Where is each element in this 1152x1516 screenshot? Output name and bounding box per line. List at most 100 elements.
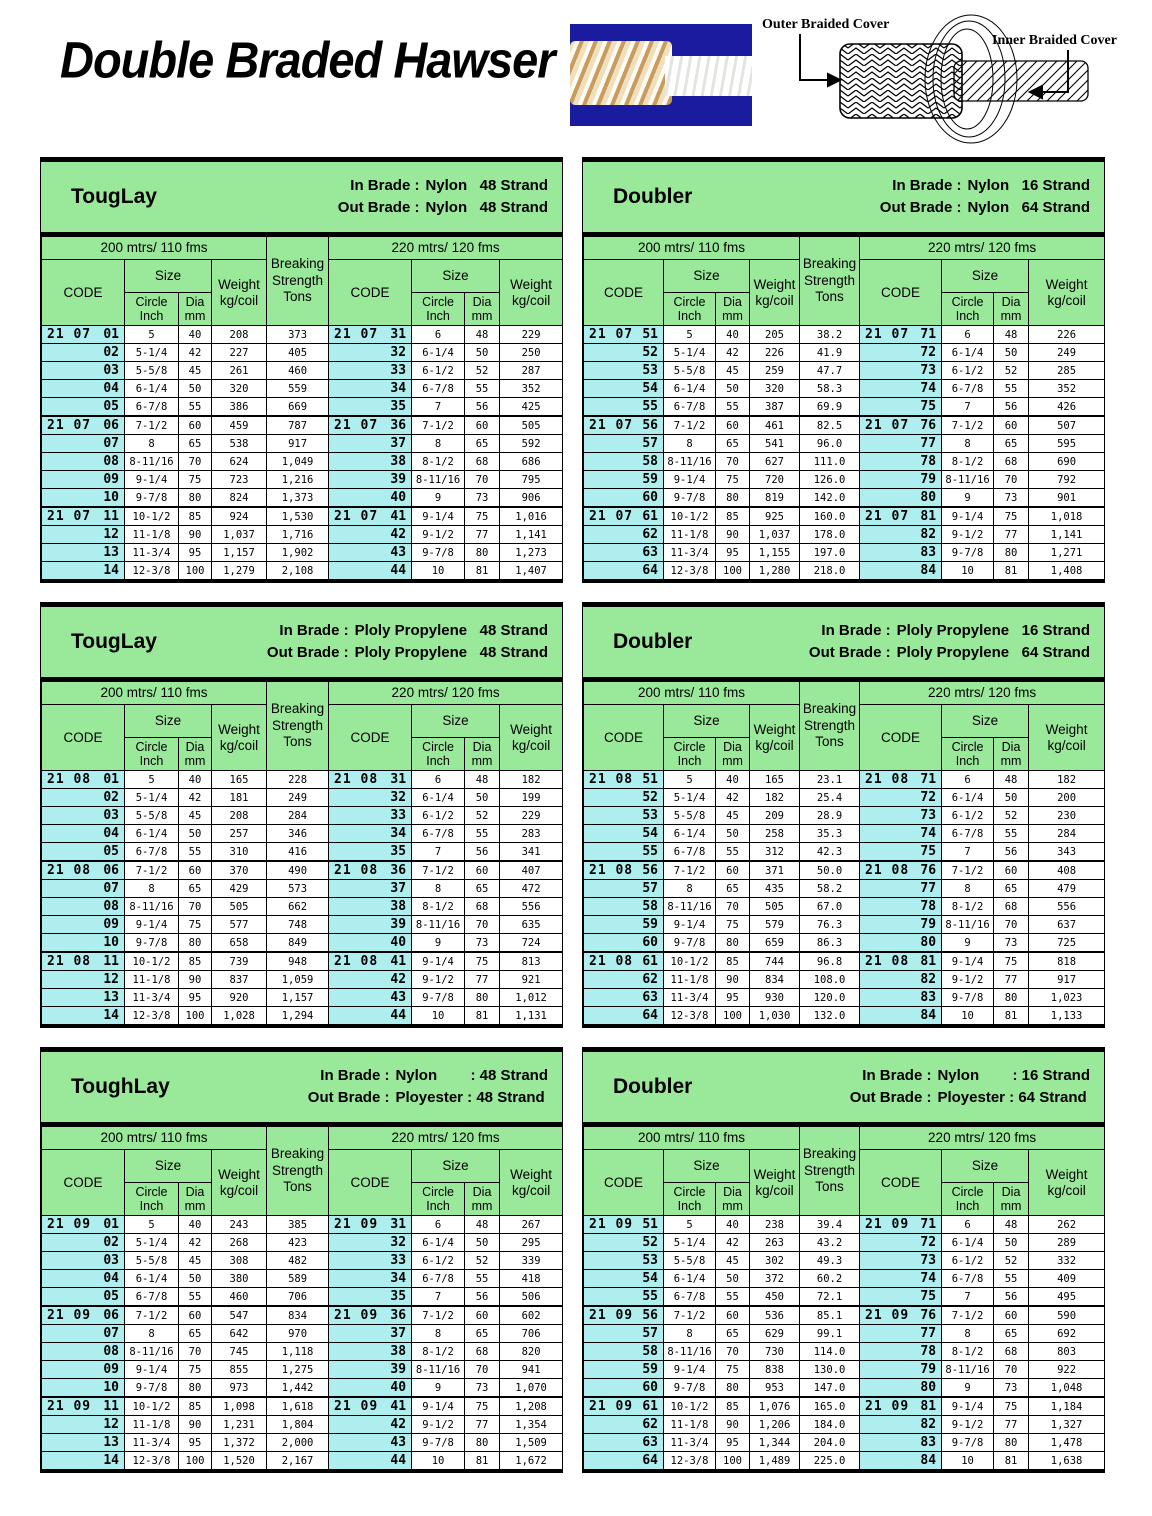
- in-brade-label: In Brade :: [279, 622, 349, 640]
- code-suffix: 63: [642, 990, 658, 1005]
- code-suffix: 10: [103, 1380, 119, 1395]
- weight-cell: 1,016: [499, 506, 564, 526]
- code-cell: 07: [41, 879, 125, 898]
- code-cell: 21 07 06: [41, 415, 125, 435]
- code-suffix: 80: [920, 1380, 937, 1395]
- dia-mm-cell: 52: [464, 1251, 501, 1270]
- dia-mm-cell: 95: [178, 543, 212, 562]
- weight-cell: 339: [499, 1251, 564, 1270]
- dia-mm-cell: 68: [464, 897, 501, 916]
- code-cell: 43: [328, 988, 413, 1007]
- out-brade-line: Out Brade : Ploly Propylene 48 Strand: [261, 642, 548, 664]
- circle-inch-cell: 9-1/2: [941, 525, 995, 544]
- weight-cell: 1,037: [210, 525, 268, 544]
- code-suffix: 05: [103, 844, 119, 859]
- table-row: 13 11-3/4 95 920 1,157 43 9-7/8 80 1,012: [41, 988, 564, 1007]
- dia-mm-cell: 68: [993, 1342, 1030, 1361]
- dia-mm-cell: 60: [715, 415, 750, 435]
- table-row: 59 9-1/4 75 579 76.3 79 8-11/16 70 637: [583, 915, 1106, 934]
- circle-inch-cell: 12-3/8: [663, 1451, 716, 1470]
- code-suffix: 07: [103, 436, 119, 451]
- in-brade-label: In Brade :: [862, 1067, 932, 1085]
- breaking-strength-cell: 114.0: [799, 1342, 861, 1361]
- code-suffix: 33: [390, 1253, 407, 1268]
- code-suffix: 33: [390, 363, 407, 378]
- code-cell: 42: [328, 1415, 413, 1434]
- code-suffix: 03: [103, 808, 119, 823]
- table-row: 21 09 61 10-1/2 85 1,076 165.0 21 09 81 9-1/4 75 1…: [583, 1396, 1106, 1416]
- code-suffix: 43: [390, 990, 407, 1005]
- dia-mm-cell: 75: [993, 951, 1030, 971]
- table-bottom-rule: [583, 580, 1104, 583]
- code-cell: 34: [328, 1269, 413, 1288]
- weight-cell: 1,023: [1028, 988, 1106, 1007]
- weight-cell: 1,279: [210, 561, 268, 580]
- code-cell: 21 07 61: [583, 506, 664, 526]
- code-cell: 62: [583, 525, 664, 544]
- weight-cell: 507: [1028, 415, 1106, 435]
- col-200mtrs-header: 200 mtrs/ 110 fms: [582, 236, 801, 260]
- table-row: 21 07 11 10-1/2 85 924 1,530 21 07 41 9-1/4 75 1,0…: [41, 506, 564, 526]
- circle-inch-cell: 9-1/4: [663, 470, 716, 489]
- circle-inch-cell: 8-11/16: [411, 915, 466, 934]
- dia-mm-cell: 70: [464, 1360, 501, 1379]
- code-suffix: 59: [642, 917, 658, 932]
- code-prefix: 21 08: [334, 772, 379, 787]
- code-cell: 21 08 41: [328, 951, 413, 971]
- code-cell: 84: [859, 1451, 943, 1470]
- weight-cell: 472: [499, 879, 564, 898]
- weight-header: Weight kg/coil: [1028, 1149, 1106, 1216]
- circle-inch-cell: 12-3/8: [124, 561, 179, 580]
- spec-table: 200 mtrs/ 110 fms Breaking Strength Tons 2…: [40, 236, 564, 580]
- code-cell: 42: [328, 525, 413, 544]
- breaking-strength-cell: 47.7: [799, 361, 861, 380]
- weight-cell: 624: [210, 452, 268, 471]
- breaking-strength-cell: 60.2: [799, 1269, 861, 1288]
- code-suffix: 74: [920, 826, 937, 841]
- table-row: 52 5-1/4 42 263 43.2 72 6-1/4 50 289: [583, 1233, 1106, 1252]
- in-brade-line: In Brade : Nylon 48 Strand: [331, 175, 548, 197]
- dia-mm-cell: 45: [178, 361, 212, 380]
- code-suffix: 43: [390, 545, 407, 560]
- table-title-block: Doubler In Brade : Nylon : 16 Strand Out Br…: [583, 1052, 1104, 1122]
- code-cell: 78: [859, 452, 943, 471]
- breaking-strength-cell: 1,059: [266, 970, 330, 989]
- weight-cell: 739: [210, 951, 268, 971]
- rope-photo-outer-braid: [570, 41, 672, 105]
- code-suffix: 61: [642, 509, 658, 524]
- col-220mtrs-header: 220 mtrs/ 120 fms: [859, 1126, 1106, 1150]
- table-row: 10 9-7/8 80 824 1,373 40 9 73 906: [41, 488, 564, 508]
- code-cell: 80: [859, 488, 943, 508]
- circle-inch-cell: 5-1/4: [124, 1233, 179, 1252]
- table-row: 03 5-5/8 45 261 460 33 6-1/2 52 287: [41, 361, 564, 380]
- circle-inch-header: Circle Inch: [663, 292, 716, 326]
- dia-mm-cell: 40: [178, 325, 212, 344]
- weight-cell: 635: [499, 915, 564, 934]
- breaking-strength-cell: 748: [266, 915, 330, 934]
- circle-inch-cell: 8-11/16: [411, 470, 466, 489]
- circle-inch-cell: 9-1/4: [411, 1396, 466, 1416]
- table-row: 53 5-5/8 45 209 28.9 73 6-1/2 52 230: [583, 806, 1106, 825]
- breaking-strength-cell: 948: [266, 951, 330, 971]
- code-cell: 35: [328, 842, 413, 862]
- circle-inch-cell: 9-1/4: [941, 1396, 995, 1416]
- dia-mm-cell: 73: [464, 488, 501, 508]
- weight-cell: 1,206: [748, 1415, 801, 1434]
- code-suffix: 84: [920, 1008, 937, 1023]
- circle-inch-cell: 5: [124, 1215, 179, 1234]
- code-prefix: 21 08: [589, 863, 634, 878]
- code-cell: 02: [41, 1233, 125, 1252]
- circle-inch-cell: 7-1/2: [124, 860, 179, 880]
- code-suffix: 57: [642, 1326, 658, 1341]
- dia-mm-cell: 42: [715, 1233, 750, 1252]
- dia-mm-cell: 73: [464, 1378, 501, 1398]
- circle-inch-cell: 6: [411, 325, 466, 344]
- code-cell: 44: [328, 1006, 413, 1025]
- table-row: 02 5-1/4 42 227 405 32 6-1/4 50 250: [41, 343, 564, 362]
- dia-mm-cell: 80: [178, 488, 212, 508]
- dia-mm-cell: 80: [464, 543, 501, 562]
- dia-mm-cell: 50: [464, 343, 501, 362]
- code-cell: 21 09 31: [328, 1215, 413, 1234]
- circle-inch-cell: 6-7/8: [663, 397, 716, 417]
- dia-mm-cell: 60: [464, 415, 501, 435]
